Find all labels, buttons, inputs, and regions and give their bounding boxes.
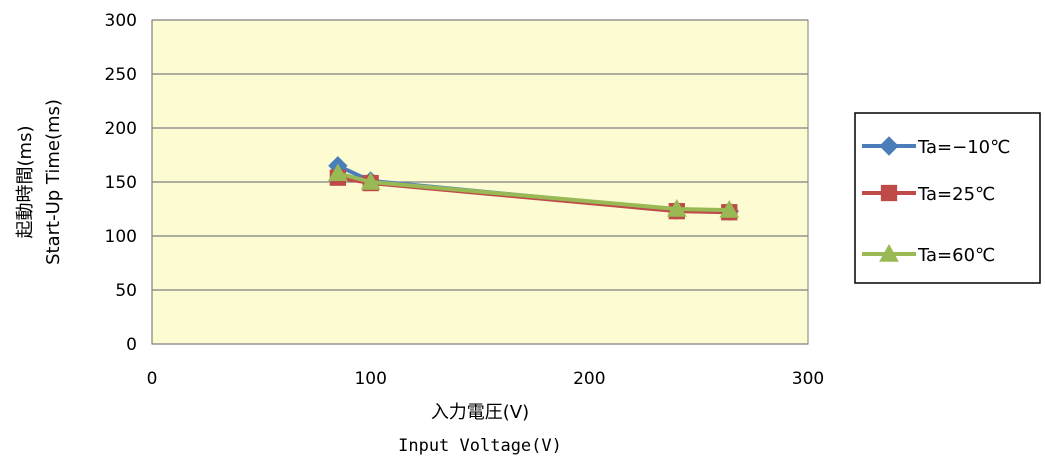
x-tick-label: 200: [573, 369, 605, 389]
data-point-triangle: [360, 171, 381, 190]
y-tick-label: 50: [115, 281, 137, 301]
legend: Ta=−10℃ Ta=25℃ Ta=60℃: [854, 112, 1041, 284]
x-axis-title-english: Input Voltage(V): [398, 436, 562, 456]
legend-label: Ta=25℃: [917, 184, 995, 205]
data-point-triangle: [719, 200, 740, 218]
y-axis-title: 起動時間(ms): [15, 126, 36, 239]
legend-label: Ta=60℃: [917, 245, 995, 266]
y-tick-label: 0: [126, 335, 137, 355]
y-tick-label: 300: [105, 11, 137, 31]
gridlines: [151, 19, 808, 345]
legend-entry: Ta=25℃: [862, 184, 995, 205]
y-tick-label: 200: [105, 119, 137, 139]
y-tick-label: 250: [105, 65, 137, 85]
x-tick-labels: 0 100 200 300: [147, 369, 825, 389]
data-point-triangle: [328, 163, 348, 182]
x-tick-label: 100: [354, 369, 386, 389]
y-tick-label: 100: [105, 227, 137, 247]
series-line: [337, 171, 730, 213]
legend-entry: Ta=60℃: [862, 243, 995, 266]
series-3: [328, 163, 740, 218]
series-layer: [328, 156, 740, 221]
y-tick-label: 150: [105, 173, 137, 193]
x-tick-label: 300: [792, 369, 824, 389]
y-tick-labels: 0 50 100 150 200 250 300: [105, 11, 137, 355]
legend-label: Ta=−10℃: [917, 137, 1010, 158]
x-axis-title: 入力電圧(V): [431, 402, 529, 423]
data-point-triangle: [666, 198, 687, 217]
x-tick-label: 0: [147, 369, 158, 389]
data-point-square: [880, 184, 898, 202]
data-point-diamond: [879, 136, 899, 156]
legend-entry: Ta=−10℃: [862, 136, 1010, 158]
data-point-triangle: [879, 243, 899, 262]
y-axis-title-english: Start-Up Time(ms): [43, 99, 64, 265]
